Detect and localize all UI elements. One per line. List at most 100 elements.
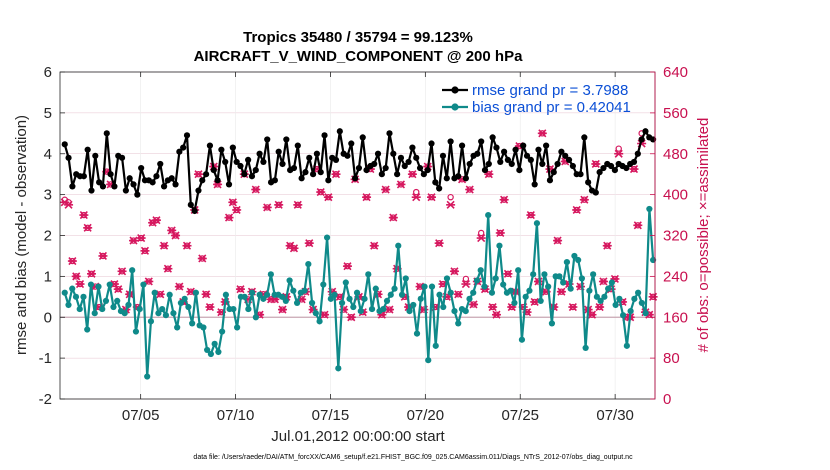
rmse-point [436, 185, 443, 192]
y2-tick-label: 80 [663, 350, 680, 367]
obs-assimilated-marker [381, 185, 391, 194]
bias-point [425, 357, 432, 364]
rmse-point [218, 146, 225, 153]
bias-point [582, 344, 589, 352]
rmse-point [237, 162, 244, 170]
obs-assimilated-marker [598, 277, 608, 286]
obs-assimilated-marker [117, 267, 127, 276]
obs-assimilated-marker [182, 241, 192, 250]
bias-point [470, 289, 477, 296]
rmse-point [153, 173, 160, 180]
rmse-point [642, 128, 649, 135]
y-tick-label: 4 [44, 146, 52, 163]
bias-point [488, 289, 496, 296]
bias-point [170, 310, 177, 317]
obs-assimilated-marker [614, 149, 624, 158]
obs-assimilated-marker [129, 236, 139, 245]
obs-assimilated-marker [469, 300, 479, 309]
bias-point [357, 308, 364, 315]
bias-point [627, 308, 634, 315]
obs-assimilated-marker [167, 226, 177, 235]
bias-point [428, 283, 436, 290]
rmse-point [344, 152, 351, 159]
rmse-point [229, 144, 236, 151]
rmse-point [600, 164, 607, 172]
y2-tick-label: 480 [663, 146, 688, 163]
bias-point [166, 291, 173, 298]
bias-point [500, 281, 507, 288]
obs-assimilated-marker [346, 313, 356, 322]
obs-assimilated-marker [648, 292, 658, 301]
rmse-point [122, 187, 129, 194]
rmse-point [596, 169, 603, 176]
obs-assimilated-marker [274, 200, 284, 209]
rmse-point [245, 156, 252, 163]
rmse-point [508, 160, 515, 168]
rmse-point [96, 179, 103, 186]
obs-assimilated-marker [491, 310, 501, 319]
bias-point [252, 314, 259, 321]
bias-point [312, 310, 319, 317]
y2-tick-label: 640 [663, 64, 688, 81]
rmse-point [443, 175, 450, 182]
rmse-point [565, 156, 573, 163]
rmse-point [405, 158, 412, 166]
rmse-point [390, 150, 397, 157]
rmse-point [225, 181, 233, 188]
bias-point [620, 312, 627, 319]
obs-assimilated-marker [407, 170, 417, 179]
rmse-point [317, 169, 324, 176]
bias-point [605, 285, 612, 292]
obs-assimilated-marker [587, 310, 597, 319]
bias-point [530, 271, 537, 278]
bias-point [623, 342, 630, 349]
bias-point [391, 285, 398, 292]
bias-point [61, 289, 68, 296]
rmse-point [382, 164, 389, 172]
rmse-point [386, 130, 393, 137]
bias-point [402, 275, 409, 282]
rmse-point [374, 150, 382, 157]
rmse-point [256, 150, 263, 157]
rmse-point [271, 177, 278, 184]
bias-point [638, 299, 645, 307]
rmse-point [466, 160, 473, 168]
rmse-point [65, 154, 72, 161]
obs-assimilated-marker [434, 239, 444, 248]
obs-possible-marker [615, 145, 622, 152]
bias-point [507, 287, 514, 294]
bias-point [87, 281, 95, 288]
obs-assimilated-marker [316, 188, 326, 197]
bias-point [114, 297, 121, 304]
bias-point [342, 279, 349, 286]
obs-assimilated-marker [235, 285, 245, 294]
rmse-point [585, 179, 592, 186]
rmse-point [298, 175, 305, 182]
rmse-point [160, 183, 168, 190]
bias-point [215, 348, 222, 356]
bias-point [533, 220, 541, 227]
x-tick-label: 07/15 [312, 407, 350, 424]
bias-point [185, 303, 192, 311]
bias-point [346, 295, 353, 302]
x-tick-label: 07/05 [122, 407, 160, 424]
chart-subtitle: AIRCRAFT_V_WIND_COMPONENT @ 200 hPa [194, 48, 524, 65]
bias-point [563, 258, 571, 266]
rmse-point [88, 187, 95, 194]
legend-marker-rmse [451, 86, 459, 94]
obs-assimilated-marker [556, 287, 566, 296]
bias-point [462, 308, 469, 315]
rmse-point [462, 175, 469, 182]
rmse-point [84, 146, 91, 153]
bias-point [162, 312, 170, 319]
y2-tick-label: 0 [663, 391, 671, 408]
rmse-point [531, 181, 538, 188]
bias-point [102, 297, 110, 304]
rmse-point [92, 152, 99, 159]
obs-assimilated-marker [396, 180, 406, 189]
obs-assimilated-marker [232, 205, 242, 215]
rmse-point [210, 167, 217, 174]
rmse-point [176, 148, 183, 155]
y-tick-label: 2 [44, 228, 52, 245]
obs-possible-marker [477, 229, 485, 237]
